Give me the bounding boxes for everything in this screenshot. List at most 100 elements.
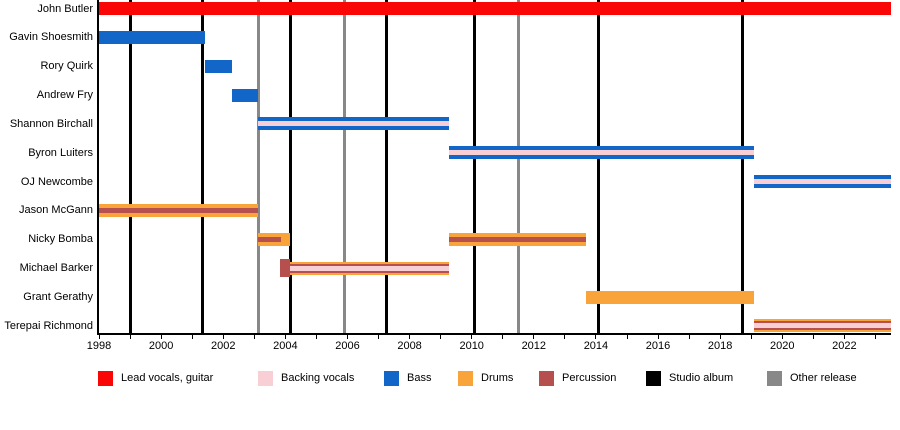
x-tick <box>564 335 566 339</box>
legend-swatch-percussion <box>539 370 554 386</box>
member-label: Shannon Birchall <box>9 117 93 130</box>
drums-stripe <box>281 232 290 246</box>
member-label: John Butler <box>37 2 93 15</box>
legend-item: Drums <box>458 370 513 386</box>
x-tick <box>160 335 162 339</box>
legend-item: Backing vocals <box>258 370 354 386</box>
x-tick <box>440 335 442 339</box>
x-tick <box>378 335 380 339</box>
bass-stripe <box>258 117 449 122</box>
member-bar-segment <box>231 88 259 102</box>
x-tick <box>502 335 504 339</box>
x-tick-label: 2020 <box>770 340 795 352</box>
studio-album-line <box>200 0 204 333</box>
x-tick <box>657 335 659 339</box>
drums-stripe <box>99 203 259 208</box>
x-tick-label: 2016 <box>645 340 671 352</box>
member-label: Michael Barker <box>19 262 93 275</box>
legend-swatch-lead-vocals-guitar <box>98 370 113 386</box>
x-tick-label: 2012 <box>521 340 547 352</box>
legend-label: Backing vocals <box>281 372 355 384</box>
lead-vocals-guitar-stripe <box>99 2 891 15</box>
legend-item: Lead vocals, guitar <box>98 370 213 386</box>
member-bar-segment <box>281 232 290 246</box>
member-bar-segment <box>258 117 449 131</box>
x-tick <box>812 335 814 339</box>
member-bar-segment <box>205 59 232 73</box>
member-label: Jason McGann <box>19 204 93 217</box>
x-axis-line <box>97 333 891 335</box>
drums-stripe <box>585 290 754 304</box>
x-tick-label: 2008 <box>397 340 422 352</box>
studio-album-line <box>473 0 477 333</box>
legend-label: Bass <box>407 372 432 384</box>
member-label: Rory Quirk <box>40 60 93 73</box>
legend-item: Studio album <box>646 370 733 386</box>
studio-album-line <box>128 0 132 333</box>
member-label: Nicky Bomba <box>28 233 93 246</box>
bass-stripe <box>448 146 754 151</box>
backing-vocals-stripe <box>753 323 891 329</box>
bass-stripe <box>753 184 891 189</box>
member-label: Terepai Richmond <box>4 319 93 332</box>
studio-album-line <box>596 0 600 333</box>
member-label: Grant Gerathy <box>23 291 93 303</box>
other-release-line <box>517 0 521 333</box>
member-label: Gavin Shoesmith <box>9 31 93 44</box>
x-tick <box>781 335 783 339</box>
member-label: Byron Luiters <box>28 146 93 159</box>
bass-stripe <box>258 126 449 131</box>
x-tick-label: 2018 <box>707 340 733 352</box>
legend-label: Other release <box>790 372 857 384</box>
x-tick <box>750 335 752 339</box>
x-tick <box>346 335 348 339</box>
studio-album-line <box>384 0 388 333</box>
studio-album-line <box>741 0 745 333</box>
legend-item: Percussion <box>539 370 616 386</box>
bass-stripe <box>205 59 232 73</box>
member-bar-segment <box>99 203 259 217</box>
x-tick <box>626 335 628 339</box>
drums-stripe <box>290 272 449 275</box>
legend-swatch-bass <box>384 370 399 386</box>
x-tick-label: 2000 <box>148 340 174 352</box>
member-bar-segment <box>448 232 586 246</box>
drums-stripe <box>753 330 891 333</box>
percussion-stripe <box>290 263 449 266</box>
percussion-stripe <box>753 328 891 331</box>
x-tick <box>471 335 473 339</box>
member-label: Andrew Fry <box>36 89 93 102</box>
x-tick <box>98 335 100 339</box>
x-tick <box>719 335 721 339</box>
backing-vocals-stripe <box>753 179 891 185</box>
percussion-stripe <box>99 207 259 213</box>
x-tick <box>874 335 876 339</box>
percussion-stripe <box>753 321 891 324</box>
drums-stripe <box>258 241 282 246</box>
legend-swatch-drums <box>458 370 473 386</box>
drums-stripe <box>448 232 586 237</box>
x-tick <box>222 335 224 339</box>
other-release-line <box>256 0 260 333</box>
x-tick-label: 2010 <box>459 340 484 352</box>
x-tick-label: 2014 <box>583 340 609 352</box>
member-bar-segment <box>99 30 206 44</box>
legend-swatch-other-release <box>767 370 782 386</box>
bass-stripe <box>99 30 206 44</box>
legend-swatch-backing-vocals <box>258 370 273 386</box>
member-bar-segment <box>99 2 891 15</box>
x-tick-label: 2006 <box>335 340 360 352</box>
backing-vocals-stripe <box>448 150 754 156</box>
member-bar-segment <box>290 261 449 275</box>
member-bar-segment <box>448 146 754 160</box>
x-tick <box>315 335 317 339</box>
other-release-line <box>342 0 346 333</box>
member-bar-segment <box>279 259 290 278</box>
bass-stripe <box>448 155 754 160</box>
x-tick-label: 2022 <box>832 340 857 352</box>
x-tick <box>843 335 845 339</box>
drums-stripe <box>258 232 282 237</box>
drums-stripe <box>753 319 891 322</box>
member-bar-segment <box>258 232 282 246</box>
